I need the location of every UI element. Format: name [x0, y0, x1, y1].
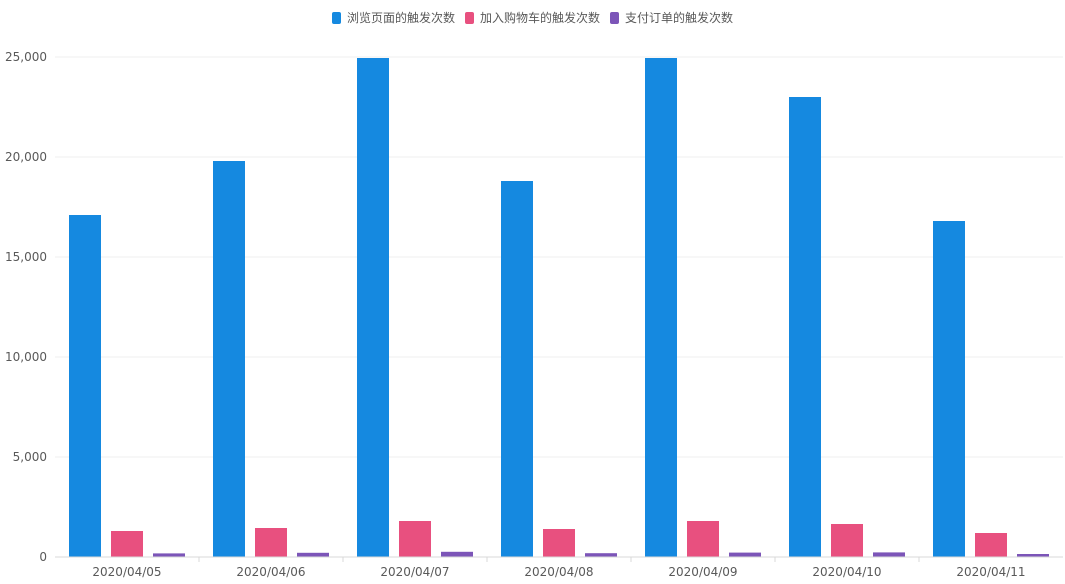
bar-series-2[interactable]: [1017, 554, 1049, 557]
legend-swatch-series-1: [464, 11, 474, 24]
x-tick-label: 2020/04/08: [524, 565, 593, 579]
legend-label-series-1: 加入购物车的触发次数: [479, 11, 600, 25]
legend-swatch-series-0: [331, 11, 341, 24]
legend-item-series-0[interactable]: 浏览页面的触发次数: [331, 9, 455, 26]
bar-series-1[interactable]: [687, 521, 719, 557]
bar-series-0[interactable]: [933, 221, 965, 557]
legend: 浏览页面的触发次数 加入购物车的触发次数 支付订单的触发次数: [0, 9, 1065, 26]
bar-series-2[interactable]: [873, 552, 905, 557]
axes: 0 5,000 10,000 15,000 20,000 25,000 2020/04/05…: [5, 50, 1063, 579]
gridlines: [55, 56, 1063, 458]
bar-series-1[interactable]: [543, 529, 575, 557]
y-tick-label: 20,000: [5, 150, 47, 164]
bar-series-1[interactable]: [975, 533, 1007, 557]
legend-label-series-2: 支付订单的触发次数: [625, 11, 734, 25]
bar-series-1[interactable]: [831, 524, 863, 557]
y-tick-label: 5,000: [13, 450, 47, 464]
bars: [69, 58, 1049, 557]
x-tick-label: 2020/04/09: [668, 565, 737, 579]
legend-item-series-2[interactable]: 支付订单的触发次数: [610, 9, 733, 26]
y-tick-label: 25,000: [5, 50, 47, 64]
bar-series-2[interactable]: [585, 553, 617, 557]
bar-series-0[interactable]: [501, 181, 533, 557]
bar-series-1[interactable]: [255, 528, 287, 557]
x-tick-label: 2020/04/06: [236, 565, 305, 579]
bar-series-0[interactable]: [69, 215, 101, 557]
bar-series-1[interactable]: [111, 531, 143, 557]
y-tick-label: 0: [39, 550, 47, 564]
y-tick-label: 15,000: [5, 250, 47, 264]
bar-series-2[interactable]: [729, 552, 761, 557]
bar-series-2[interactable]: [441, 551, 473, 557]
bar-series-1[interactable]: [399, 521, 431, 557]
x-tick-label: 2020/04/05: [92, 565, 161, 579]
bar-series-0[interactable]: [789, 97, 821, 557]
legend-swatch-series-2: [610, 11, 619, 24]
legend-label-series-0: 浏览页面的触发次数: [346, 11, 455, 25]
bar-series-0[interactable]: [357, 58, 389, 557]
x-tick-label: 2020/04/10: [812, 565, 881, 579]
x-tick-label: 2020/04/07: [380, 565, 449, 579]
bar-series-2[interactable]: [297, 552, 329, 557]
y-tick-label: 10,000: [5, 350, 47, 364]
bar-series-2[interactable]: [153, 553, 185, 557]
bar-series-0[interactable]: [645, 58, 677, 557]
bar-series-0[interactable]: [213, 161, 245, 557]
x-tick-label: 2020/04/11: [956, 565, 1025, 579]
legend-item-series-1[interactable]: 加入购物车的触发次数: [464, 9, 600, 26]
